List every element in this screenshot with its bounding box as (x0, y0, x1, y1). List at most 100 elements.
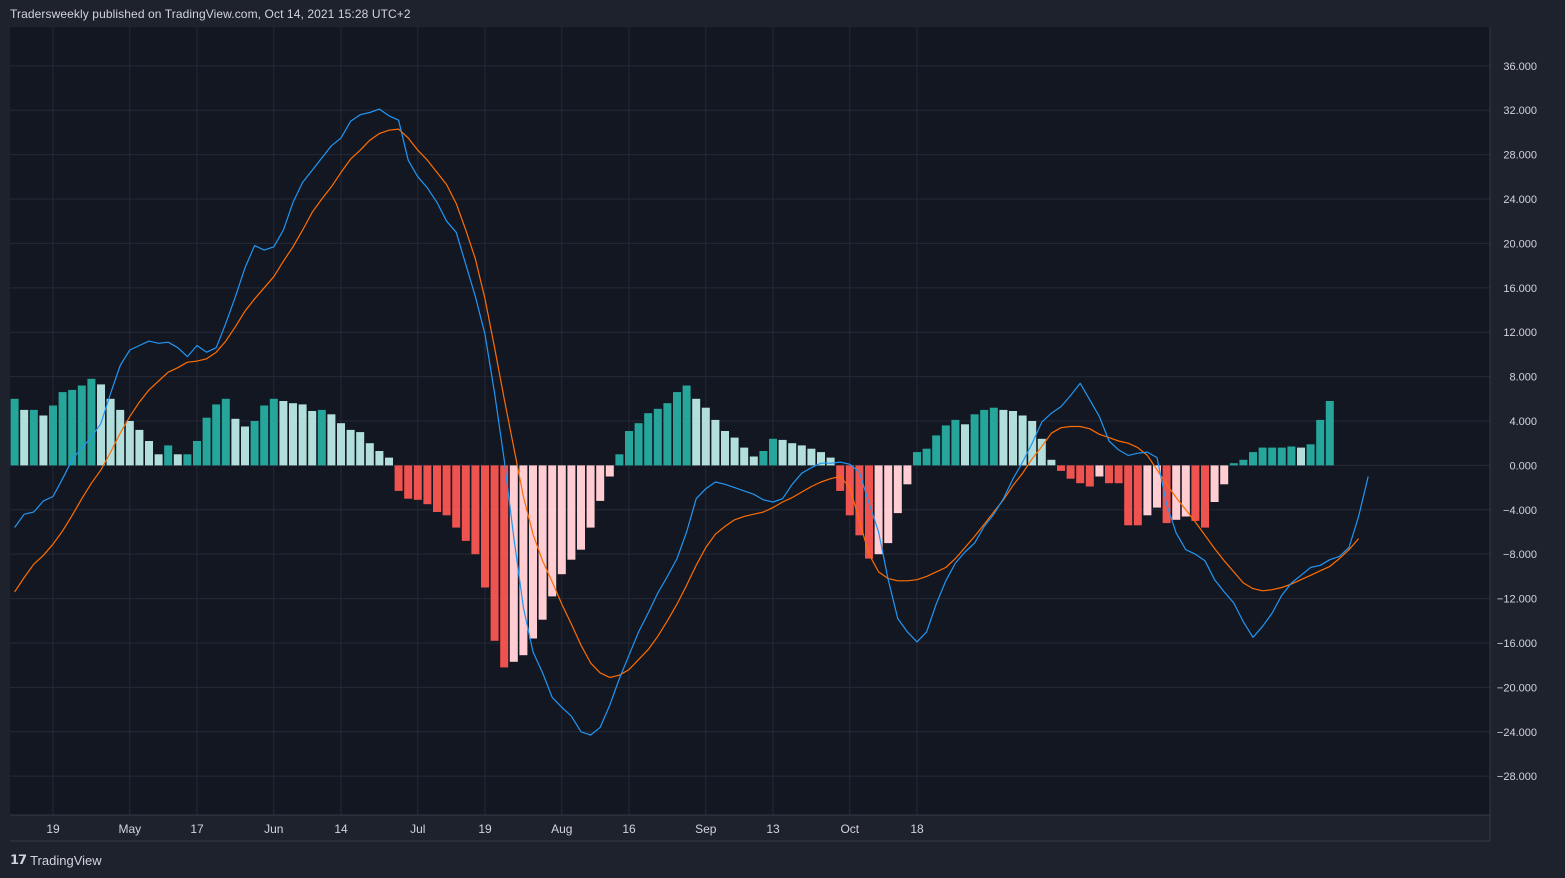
histogram-bar (922, 448, 931, 466)
histogram-bar (663, 403, 672, 466)
publish-info: Tradersweekly published on TradingView.c… (10, 7, 411, 21)
histogram-bar (1133, 465, 1142, 526)
histogram-bar (49, 405, 57, 466)
histogram-bar (394, 465, 403, 491)
x-tick-label: Jun (264, 822, 283, 836)
histogram-bar (193, 441, 201, 466)
histogram-bar (970, 414, 979, 466)
histogram-bar (1306, 444, 1315, 466)
x-tick-label: 19 (478, 822, 492, 836)
histogram-bar (125, 421, 134, 466)
histogram-bar (183, 454, 192, 466)
histogram-bar (769, 438, 777, 466)
x-tick-label: 16 (622, 822, 636, 836)
histogram-bar (749, 456, 758, 466)
histogram-bar (730, 437, 739, 466)
y-tick-label: 4.000 (1509, 416, 1537, 428)
footer: 𝟭𝟳 TradingView (10, 852, 102, 868)
histogram-bar (1162, 465, 1171, 524)
histogram-bar (1287, 446, 1296, 466)
histogram-bar (826, 457, 835, 466)
histogram-bar (250, 421, 259, 466)
histogram-bar (884, 465, 893, 544)
histogram-bar (692, 398, 701, 466)
y-tick-label: −28.000 (1497, 771, 1537, 783)
histogram-bar (346, 429, 355, 466)
histogram-bar (874, 465, 883, 555)
histogram-bar (317, 409, 326, 466)
macd-histogram (10, 378, 1334, 668)
time-axis[interactable]: 19 May 17 Jun 14 Jul 19 Aug 16 Sep 13 Oct 18 (10, 822, 1490, 842)
histogram-bar (682, 385, 691, 466)
histogram-bar (644, 413, 653, 466)
histogram-bar (413, 465, 422, 500)
histogram-bar (58, 392, 67, 466)
histogram-bar (442, 465, 451, 516)
histogram-bar (221, 398, 230, 466)
y-tick-label: 28.000 (1503, 150, 1537, 162)
histogram-bar (1105, 465, 1113, 484)
histogram-bar (289, 403, 297, 466)
histogram-bar (903, 465, 912, 485)
histogram-bar (605, 465, 614, 477)
histogram-bar (836, 465, 845, 491)
macd-chart[interactable]: 36.000 32.000 28.000 24.000 20.000 16.000 12.0… (0, 0, 1565, 850)
histogram-bar (269, 398, 278, 466)
histogram-bar (1249, 452, 1257, 466)
histogram-bar (87, 378, 96, 466)
histogram-bar (721, 431, 729, 466)
histogram-bar (154, 454, 163, 466)
histogram-bar (701, 407, 710, 466)
histogram-bar (1114, 465, 1123, 484)
price-axis[interactable]: 36.000 32.000 28.000 24.000 20.000 16.000 12.0… (1497, 61, 1537, 783)
histogram-bar (913, 452, 921, 466)
y-tick-label: 12.000 (1503, 327, 1537, 339)
y-tick-label: −16.000 (1497, 638, 1537, 650)
histogram-bar (567, 465, 576, 560)
x-tick-label: Sep (695, 822, 717, 836)
histogram-bar (327, 414, 336, 466)
histogram-bar (625, 431, 633, 466)
histogram-bar (961, 424, 969, 466)
histogram-bar (653, 408, 662, 466)
histogram-bar (865, 465, 873, 559)
histogram-bar (932, 435, 941, 466)
histogram-bar (615, 454, 624, 466)
histogram-bar (385, 457, 393, 466)
histogram-bar (980, 409, 989, 466)
histogram-bar (1316, 419, 1325, 466)
y-tick-label: −24.000 (1497, 727, 1537, 739)
histogram-bar (260, 405, 269, 466)
histogram-bar (39, 415, 48, 466)
histogram-bar (356, 432, 365, 466)
histogram-bar (1258, 447, 1267, 466)
x-tick-label: 17 (190, 822, 204, 836)
histogram-bar (1095, 465, 1104, 477)
y-tick-label: −4.000 (1503, 505, 1537, 517)
histogram-bar (999, 409, 1008, 466)
histogram-bar (893, 465, 902, 514)
histogram-bar (1297, 447, 1305, 466)
signal-line (14, 128, 1360, 679)
x-tick-label: Jul (410, 822, 425, 836)
x-tick-label: 13 (766, 822, 780, 836)
histogram-bar (673, 392, 681, 466)
macd-lines (14, 108, 1369, 736)
histogram-bar (989, 407, 998, 466)
histogram-bar (1066, 465, 1075, 479)
histogram-bar (1325, 401, 1334, 466)
histogram-bar (1220, 465, 1229, 485)
x-tick-label: Oct (840, 822, 859, 836)
histogram-bar (548, 465, 557, 597)
histogram-bar (68, 389, 77, 466)
y-tick-label: 32.000 (1503, 105, 1537, 117)
tradingview-logo-icon[interactable]: 𝟭𝟳 (10, 852, 27, 867)
histogram-bar (212, 404, 221, 466)
histogram-bar (365, 443, 374, 466)
histogram-bar (941, 425, 950, 466)
histogram-bar (481, 465, 489, 588)
histogram-bar (500, 465, 509, 668)
histogram-bar (337, 423, 345, 466)
histogram-bar (596, 465, 605, 501)
y-tick-label: 20.000 (1503, 238, 1537, 250)
